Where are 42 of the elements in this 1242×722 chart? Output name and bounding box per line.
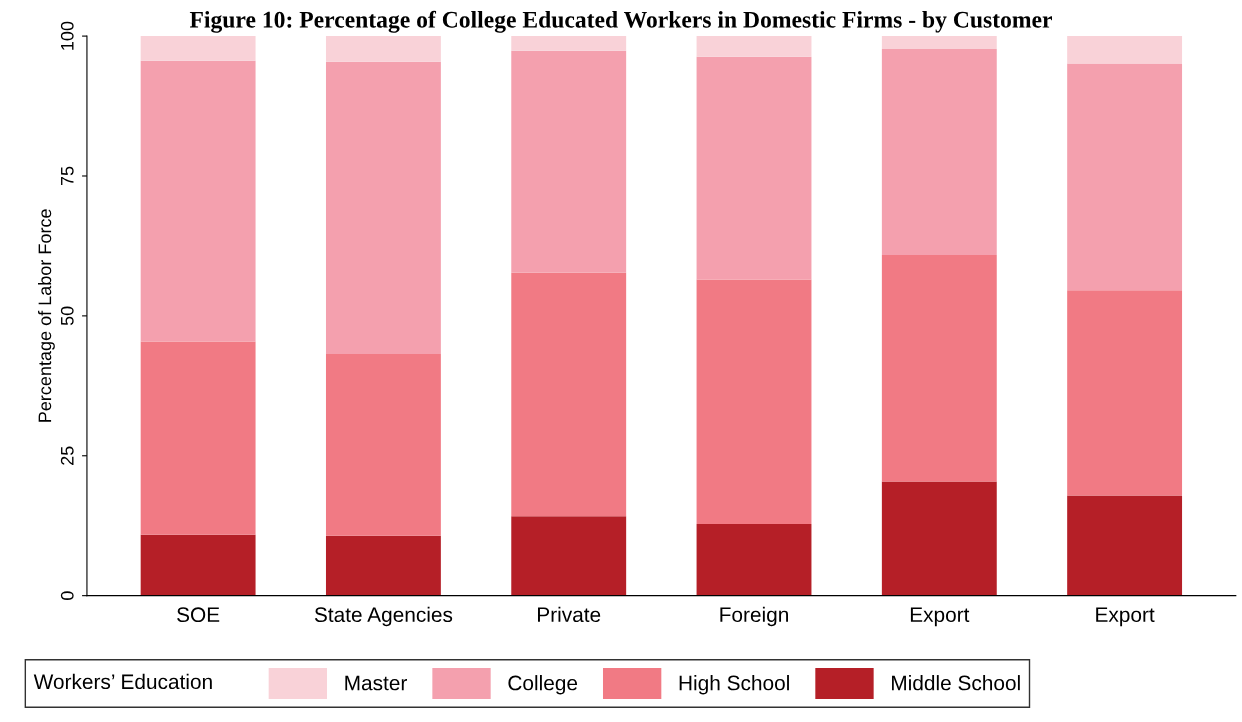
x-tick-label: State Agencies xyxy=(314,606,453,627)
legend-label: High School xyxy=(679,675,789,695)
bar xyxy=(881,254,997,482)
bar xyxy=(511,36,627,51)
y-tick-label: 0 xyxy=(60,591,74,600)
bar xyxy=(511,50,627,273)
bar xyxy=(696,524,812,596)
bar xyxy=(325,535,441,596)
legend-label: Middle School xyxy=(892,675,1020,691)
y-tick-label: 25 xyxy=(60,446,74,465)
y-axis-title: Percentage of Labor Force xyxy=(38,209,55,422)
y-tick-label: 100 xyxy=(60,21,74,50)
legend-title: Workers’ Education xyxy=(33,673,212,690)
bar xyxy=(140,36,256,61)
bar xyxy=(140,534,256,596)
bar xyxy=(325,36,441,62)
bar xyxy=(1067,495,1183,596)
x-tick-label: Export xyxy=(910,607,970,627)
bar xyxy=(696,36,812,57)
x-tick-label: Foreign xyxy=(720,606,788,627)
bar xyxy=(1067,63,1183,291)
bar xyxy=(325,353,441,536)
chart-title: Figure 10: Percentage of College Educated Workers in Domestic Firms - by Customer xyxy=(189,10,1052,33)
bar xyxy=(325,61,441,354)
bar xyxy=(696,279,812,525)
legend-label: Master xyxy=(345,675,407,691)
bar xyxy=(140,60,256,342)
legend-label: College xyxy=(508,675,578,695)
bar xyxy=(511,272,627,517)
x-tick-label: SOE xyxy=(177,607,220,623)
bar xyxy=(881,481,997,596)
bar xyxy=(881,36,997,49)
y-tick-label: 75 xyxy=(61,166,74,186)
x-tick-label: Private xyxy=(538,606,601,623)
bar xyxy=(511,516,627,596)
bar xyxy=(140,341,256,535)
bar xyxy=(1067,36,1183,64)
bar xyxy=(1067,290,1183,496)
x-tick-label: Export xyxy=(1096,607,1155,627)
bar xyxy=(696,56,812,280)
bar xyxy=(881,48,997,255)
y-tick-label: 50 xyxy=(60,306,74,326)
